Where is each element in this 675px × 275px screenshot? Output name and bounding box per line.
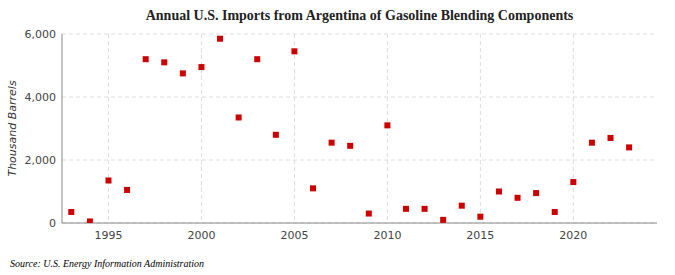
point: [291, 48, 297, 54]
point: [68, 209, 74, 215]
grid-line-x: [294, 34, 295, 223]
chart: 0 2,000 4,000 6,000 1995 2000 2005 2010 2015 2020…: [0, 0, 675, 275]
point: [403, 206, 409, 212]
y-axis-line: [62, 34, 63, 223]
source: Source: U.S. Energy Information Administ…: [10, 258, 204, 269]
grid-line-x: [387, 34, 388, 223]
point: [161, 59, 167, 65]
point: [87, 218, 93, 223]
chart-container: 0 2,000 4,000 6,000 1995 2000 2005 2010 2015 2020…: [0, 0, 675, 275]
grid: [62, 34, 657, 223]
x-tick-label: 2010: [373, 229, 401, 242]
point: [217, 36, 223, 42]
point: [384, 122, 390, 128]
point: [552, 209, 558, 215]
axes: 0 2,000 4,000 6,000 1995 2000 2005 2010 2015 2020: [25, 28, 658, 242]
x-axis-line: [62, 223, 657, 224]
point: [366, 211, 372, 217]
title: Annual U.S. Imports from Argentina of Ga…: [146, 8, 574, 23]
point: [515, 195, 521, 201]
grid-line-x: [201, 34, 202, 223]
point: [236, 114, 242, 120]
point: [440, 217, 446, 223]
point: [143, 56, 149, 62]
point: [496, 189, 502, 195]
point: [570, 179, 576, 185]
point: [347, 143, 353, 149]
point: [608, 135, 614, 141]
grid-line-x: [108, 34, 109, 223]
y-tick-label: 0: [49, 217, 56, 230]
y-tick-label: 6,000: [25, 28, 57, 41]
x-tick-label: 1995: [94, 229, 122, 242]
point: [459, 203, 465, 209]
grid-line-y: [62, 97, 657, 98]
grid-line-x: [573, 34, 574, 223]
x-tick-label: 2020: [559, 229, 587, 242]
grid-line-y: [62, 160, 657, 161]
point: [626, 144, 632, 150]
point: [310, 185, 316, 191]
point: [198, 64, 204, 70]
y-tick-label: 4,000: [25, 91, 57, 104]
x-tick-label: 2000: [187, 229, 215, 242]
grid-line-y: [62, 34, 657, 35]
grid-line-y: [62, 223, 657, 224]
point: [422, 206, 428, 212]
point: [254, 56, 260, 62]
point: [477, 214, 483, 220]
point: [329, 140, 335, 146]
point: [124, 187, 130, 193]
point: [105, 177, 111, 183]
x-tick-label: 2005: [280, 229, 308, 242]
point: [180, 70, 186, 76]
point: [273, 132, 279, 138]
y-axis-label: Thousand Barrels: [6, 80, 19, 176]
points: [68, 36, 632, 223]
point: [533, 190, 539, 196]
grid-line-x: [480, 34, 481, 223]
point: [589, 140, 595, 146]
y-tick-label: 2,000: [25, 154, 57, 167]
x-tick-label: 2015: [466, 229, 494, 242]
